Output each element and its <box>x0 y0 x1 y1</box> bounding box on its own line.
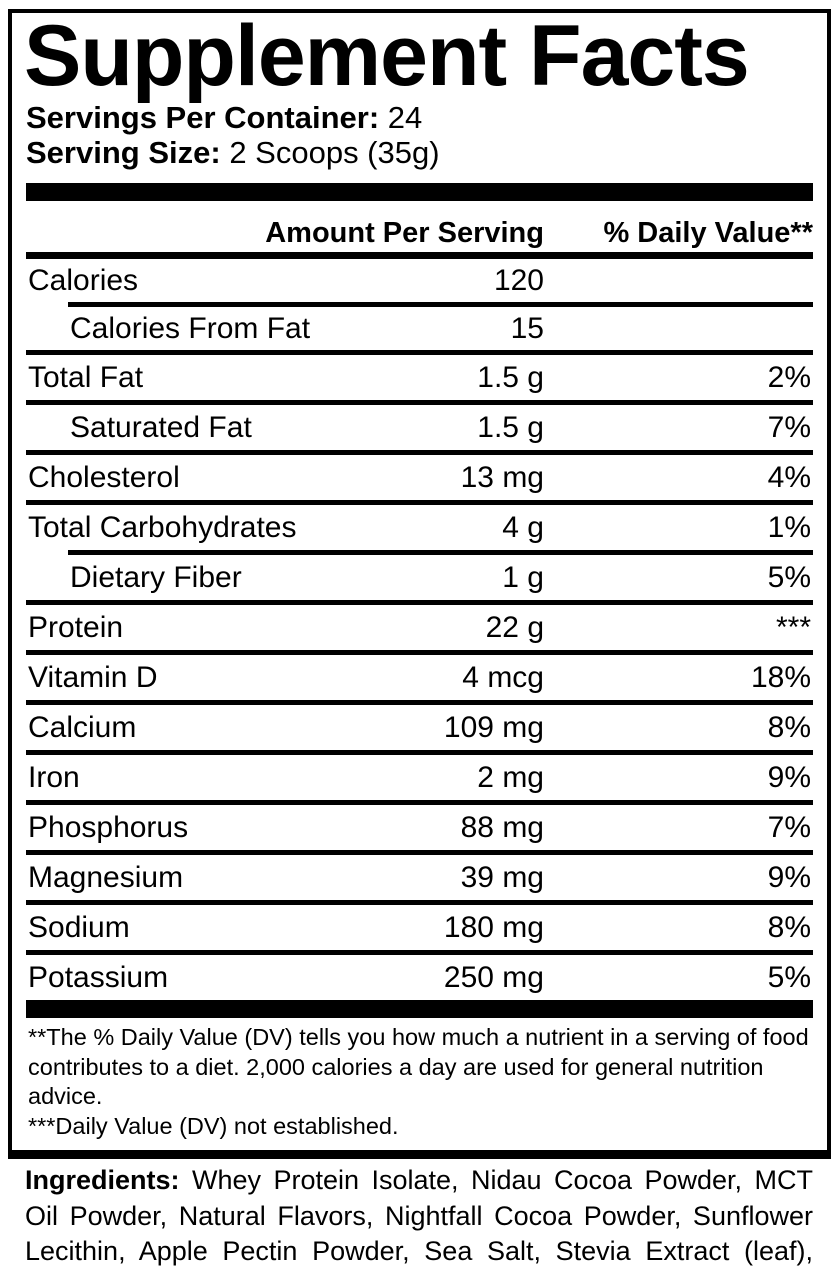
not-established-footnote: ***Daily Value (DV) not established. <box>28 1113 399 1140</box>
row-separator <box>26 799 813 805</box>
nutrient-dv: 1% <box>767 510 811 544</box>
row-protein: Protein 22 g *** <box>26 605 813 650</box>
nutrient-name: Calcium <box>28 710 137 744</box>
row-saturated-fat: Saturated Fat 1.5 g 7% <box>26 405 813 450</box>
row-phosphorus: Phosphorus 88 mg 7% <box>26 805 813 850</box>
row-iron: Iron 2 mg 9% <box>26 755 813 800</box>
nutrient-name: Total Fat <box>28 360 144 394</box>
nutrient-amount: 4 g <box>502 510 544 544</box>
table-header-row: Amount Per Serving % Daily Value** <box>26 201 813 252</box>
nutrient-name: Magnesium <box>28 860 184 894</box>
nutrient-dv: 5% <box>767 960 811 994</box>
servings-per-container-line: Servings Per Container: 24 <box>26 100 813 135</box>
row-vitamin-d: Vitamin D 4 mcg 18% <box>26 655 813 700</box>
row-separator <box>68 549 813 555</box>
header-separator <box>26 251 813 259</box>
thick-rule-bottom <box>26 999 813 1018</box>
row-separator <box>26 699 813 705</box>
nutrient-name: Iron <box>28 760 80 794</box>
nutrient-amount: 109 mg <box>443 710 544 744</box>
nutrient-dv: 18% <box>750 660 811 694</box>
nutrient-name: Vitamin D <box>28 660 158 694</box>
nutrient-dv: *** <box>775 610 811 644</box>
nutrient-dv: 2% <box>767 360 811 394</box>
thick-rule-top <box>26 182 813 201</box>
row-separator <box>26 749 813 755</box>
row-total-carbohydrates: Total Carbohydrates 4 g 1% <box>26 505 813 550</box>
facts-panel: Supplement Facts Servings Per Container:… <box>8 8 831 1160</box>
nutrient-amount: 180 mg <box>443 910 544 944</box>
nutrient-dv: 5% <box>767 560 811 594</box>
daily-value-column-header: % Daily Value** <box>603 216 813 249</box>
row-calories: Calories 120 <box>26 259 813 302</box>
nutrient-dv: 7% <box>767 410 811 444</box>
row-separator <box>26 899 813 905</box>
row-potassium: Potassium 250 mg 5% <box>26 955 813 1000</box>
nutrient-name: Cholesterol <box>28 460 180 494</box>
ingredients-label: Ingredients: <box>25 1165 180 1195</box>
dv-footnote: **The % Daily Value (DV) tells you how m… <box>28 1023 809 1110</box>
row-total-fat: Total Fat 1.5 g 2% <box>26 355 813 400</box>
row-separator <box>26 499 813 505</box>
nutrient-name: Calories <box>28 263 139 297</box>
nutrient-amount: 120 <box>493 263 544 297</box>
nutrient-dv: 4% <box>767 460 811 494</box>
nutrient-name: Protein <box>28 610 124 644</box>
nutrient-amount: 22 g <box>485 610 544 644</box>
nutrient-amount: 2 mg <box>477 760 544 794</box>
ingredients-section: Ingredients: Whey Protein Isolate, Nidau… <box>25 1163 813 1276</box>
row-separator <box>26 649 813 655</box>
nutrient-name: Calories From Fat <box>70 311 311 345</box>
row-separator <box>26 349 813 355</box>
serving-size-value: 2 Scoops (35g) <box>229 134 440 170</box>
nutrient-name: Potassium <box>28 960 169 994</box>
nutrient-amount: 250 mg <box>443 960 544 994</box>
label-title: Supplement Facts <box>24 8 750 104</box>
row-dietary-fiber: Dietary Fiber 1 g 5% <box>26 555 813 600</box>
ingredients-text: Ingredients: Whey Protein Isolate, Nidau… <box>25 1163 813 1276</box>
nutrient-name: Dietary Fiber <box>70 560 242 594</box>
nutrient-amount: 4 mcg <box>462 660 544 694</box>
nutrient-dv: 8% <box>767 710 811 744</box>
amount-column-header: Amount Per Serving <box>265 216 544 249</box>
row-separator <box>26 399 813 405</box>
nutrient-dv: 9% <box>767 860 811 894</box>
nutrient-name: Total Carbohydrates <box>28 510 297 544</box>
row-magnesium: Magnesium 39 mg 9% <box>26 855 813 900</box>
footnotes: **The % Daily Value (DV) tells you how m… <box>26 1018 813 1148</box>
row-cholesterol: Cholesterol 13 mg 4% <box>26 455 813 500</box>
nutrient-amount: 13 mg <box>460 460 544 494</box>
row-separator <box>26 449 813 455</box>
nutrient-dv: 8% <box>767 910 811 944</box>
nutrient-name: Saturated Fat <box>70 410 252 444</box>
serving-size-line: Serving Size: 2 Scoops (35g) <box>26 135 813 170</box>
nutrient-amount: 88 mg <box>460 810 544 844</box>
nutrient-amount: 15 <box>510 311 544 345</box>
nutrient-amount: 1.5 g <box>477 410 544 444</box>
row-calcium: Calcium 109 mg 8% <box>26 705 813 750</box>
row-calories-from-fat: Calories From Fat 15 <box>26 307 813 350</box>
serving-size-label: Serving Size: <box>26 134 221 170</box>
nutrient-amount: 39 mg <box>460 860 544 894</box>
servings-per-container-value: 24 <box>387 99 423 135</box>
row-separator <box>68 301 813 307</box>
nutrient-amount: 1.5 g <box>477 360 544 394</box>
nutrient-amount: 1 g <box>502 560 544 594</box>
servings-per-container-label: Servings Per Container: <box>26 99 380 135</box>
row-separator <box>26 949 813 955</box>
row-separator <box>26 849 813 855</box>
nutrient-dv: 7% <box>767 810 811 844</box>
nutrient-name: Phosphorus <box>28 810 189 844</box>
row-separator <box>26 599 813 605</box>
nutrient-dv: 9% <box>767 760 811 794</box>
nutrient-name: Sodium <box>28 910 130 944</box>
ingredients-list: Whey Protein Isolate, Nidau Cocoa Powder… <box>25 1165 813 1276</box>
row-sodium: Sodium 180 mg 8% <box>26 905 813 950</box>
